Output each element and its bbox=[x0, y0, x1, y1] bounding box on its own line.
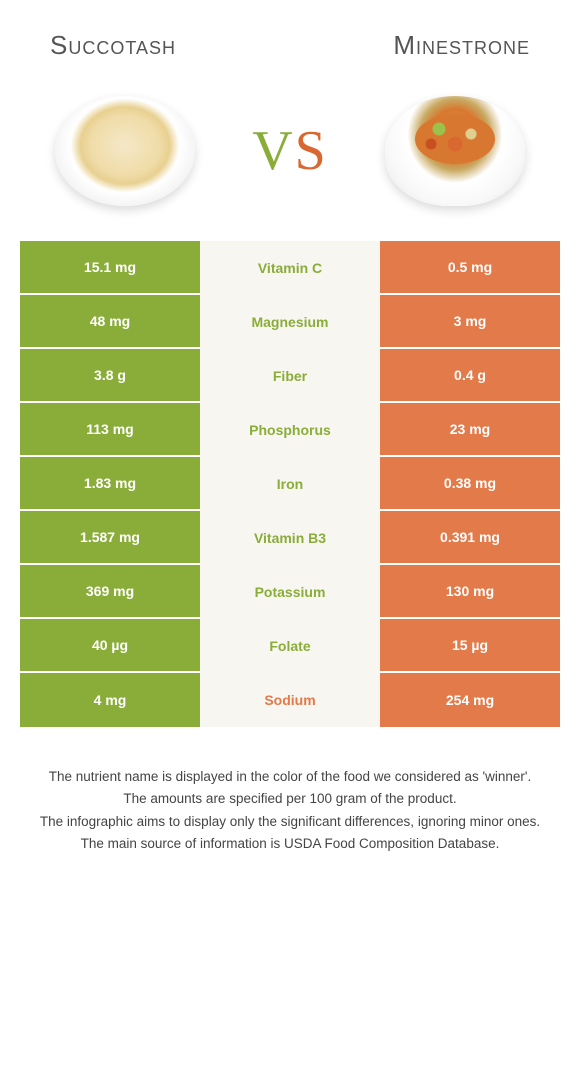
table-row: 48 mgMagnesium3 mg bbox=[20, 295, 560, 349]
nutrient-name: Sodium bbox=[200, 673, 380, 727]
left-value: 113 mg bbox=[20, 403, 200, 457]
footer-line: The infographic aims to display only the… bbox=[20, 812, 560, 832]
vs-label: VS bbox=[252, 119, 328, 183]
right-value: 3 mg bbox=[380, 295, 560, 349]
left-value: 3.8 g bbox=[20, 349, 200, 403]
footer-line: The nutrient name is displayed in the co… bbox=[20, 767, 560, 787]
nutrient-name: Potassium bbox=[200, 565, 380, 619]
left-value: 1.83 mg bbox=[20, 457, 200, 511]
nutrient-name: Fiber bbox=[200, 349, 380, 403]
vs-row: VS bbox=[0, 81, 580, 241]
right-food-image bbox=[380, 91, 530, 211]
table-row: 1.587 mgVitamin B30.391 mg bbox=[20, 511, 560, 565]
nutrient-name: Folate bbox=[200, 619, 380, 673]
table-row: 4 mgSodium254 mg bbox=[20, 673, 560, 727]
right-value: 0.4 g bbox=[380, 349, 560, 403]
header: Succotash Minestrone bbox=[0, 0, 580, 81]
table-row: 40 µgFolate15 µg bbox=[20, 619, 560, 673]
footer-line: The main source of information is USDA F… bbox=[20, 834, 560, 854]
nutrient-name: Phosphorus bbox=[200, 403, 380, 457]
left-food-image bbox=[50, 91, 200, 211]
right-value: 0.391 mg bbox=[380, 511, 560, 565]
right-value: 0.5 mg bbox=[380, 241, 560, 295]
table-row: 113 mgPhosphorus23 mg bbox=[20, 403, 560, 457]
right-value: 15 µg bbox=[380, 619, 560, 673]
table-row: 1.83 mgIron0.38 mg bbox=[20, 457, 560, 511]
left-value: 4 mg bbox=[20, 673, 200, 727]
table-row: 15.1 mgVitamin C0.5 mg bbox=[20, 241, 560, 295]
left-value: 15.1 mg bbox=[20, 241, 200, 295]
left-value: 369 mg bbox=[20, 565, 200, 619]
nutrient-name: Magnesium bbox=[200, 295, 380, 349]
right-food-title: Minestrone bbox=[393, 30, 530, 61]
bowl-icon bbox=[385, 96, 525, 206]
left-food-title: Succotash bbox=[50, 30, 176, 61]
nutrient-name: Vitamin B3 bbox=[200, 511, 380, 565]
footer-line: The amounts are specified per 100 gram o… bbox=[20, 789, 560, 809]
right-value: 130 mg bbox=[380, 565, 560, 619]
nutrient-name: Iron bbox=[200, 457, 380, 511]
nutrient-table: 15.1 mgVitamin C0.5 mg48 mgMagnesium3 mg… bbox=[20, 241, 560, 727]
left-value: 48 mg bbox=[20, 295, 200, 349]
table-row: 3.8 gFiber0.4 g bbox=[20, 349, 560, 403]
right-value: 23 mg bbox=[380, 403, 560, 457]
plate-icon bbox=[55, 96, 195, 206]
table-row: 369 mgPotassium130 mg bbox=[20, 565, 560, 619]
right-value: 254 mg bbox=[380, 673, 560, 727]
footer-notes: The nutrient name is displayed in the co… bbox=[0, 727, 580, 854]
right-value: 0.38 mg bbox=[380, 457, 560, 511]
left-value: 1.587 mg bbox=[20, 511, 200, 565]
left-value: 40 µg bbox=[20, 619, 200, 673]
nutrient-name: Vitamin C bbox=[200, 241, 380, 295]
